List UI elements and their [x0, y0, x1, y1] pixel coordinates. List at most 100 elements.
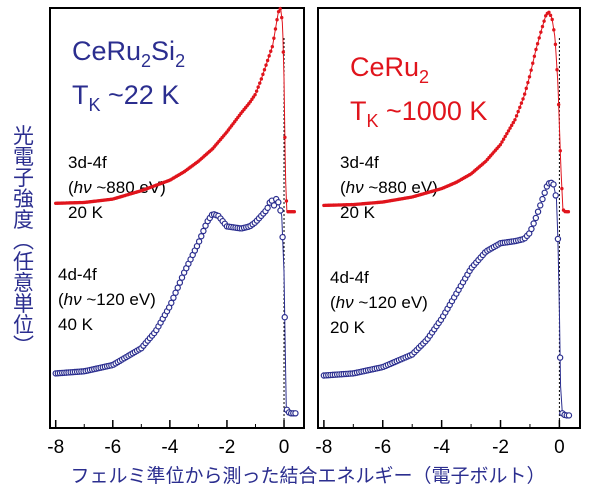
- data-point: [516, 109, 520, 114]
- data-point: [554, 235, 562, 243]
- data-point: [556, 102, 561, 107]
- data-point: [514, 114, 519, 118]
- data-point: [556, 354, 564, 361]
- label-4d-right-line1: 4d-4f: [330, 268, 369, 287]
- data-point: [172, 289, 179, 296]
- label-3d-left-line1: 3d-4f: [68, 153, 107, 172]
- data-point: [267, 54, 271, 58]
- data-point: [284, 199, 289, 203]
- panel-right: [317, 7, 581, 429]
- data-point: [259, 77, 264, 81]
- data-point: [275, 199, 282, 206]
- data-point: [535, 42, 540, 46]
- data-point: [521, 97, 525, 101]
- data-point: [501, 137, 506, 141]
- label-4d-right-line2: (hν ~120 eV): [330, 293, 428, 312]
- data-point: [508, 126, 512, 130]
- kondo-temp-left: TK ~22 K: [72, 80, 179, 115]
- x-tick-label: -8: [47, 437, 64, 458]
- data-point: [555, 68, 559, 72]
- label-4d-right-line3: 20 K: [330, 318, 366, 337]
- label-4d-left-line3: 40 K: [58, 315, 94, 334]
- data-point: [281, 314, 288, 321]
- data-point: [565, 412, 573, 419]
- x-tick-label: -2: [218, 437, 235, 458]
- data-point: [265, 58, 270, 63]
- data-point: [176, 279, 184, 286]
- data-point: [292, 410, 299, 417]
- data-point: [550, 181, 557, 188]
- data-point: [258, 81, 262, 85]
- x-tick-label: -8: [315, 437, 332, 458]
- data-point: [519, 101, 524, 105]
- material-title-left: CeRu2Si2: [72, 36, 185, 71]
- data-point: [281, 50, 286, 54]
- x-tick-label: -6: [374, 437, 391, 458]
- data-point: [534, 208, 542, 215]
- x-tick-label: 0: [554, 437, 565, 458]
- y-axis-label: 光電子強度（任意単位）: [11, 125, 35, 356]
- x-tick-label: -4: [161, 437, 178, 458]
- data-point: [254, 89, 259, 93]
- data-point: [524, 86, 528, 91]
- data-point: [553, 42, 558, 47]
- data-point: [506, 129, 511, 133]
- data-point: [279, 233, 286, 241]
- data-point: [256, 85, 260, 89]
- data-point: [270, 202, 278, 209]
- data-point: [505, 131, 509, 136]
- data-point: [548, 13, 553, 18]
- data-point: [537, 202, 544, 209]
- x-tick-label: -6: [104, 437, 121, 458]
- data-point: [195, 238, 203, 245]
- data-point: [532, 214, 540, 222]
- data-point: [253, 93, 257, 97]
- data-point: [539, 195, 546, 203]
- data-point: [269, 49, 273, 53]
- data-point: [264, 204, 271, 212]
- data-point: [513, 118, 517, 122]
- data-point: [272, 36, 276, 40]
- data-point: [270, 44, 275, 49]
- plot-frame-right: [317, 7, 581, 429]
- material-title-right: CeRu2: [350, 52, 429, 87]
- data-point: [503, 134, 507, 139]
- data-point: [550, 17, 554, 22]
- data-point: [178, 274, 186, 281]
- x-tick-label: -2: [492, 437, 509, 458]
- data-point: [531, 61, 535, 65]
- data-point: [170, 294, 177, 301]
- data-point: [518, 105, 522, 110]
- data-point: [566, 210, 571, 214]
- x-tick-label: 0: [279, 437, 290, 458]
- data-point: [539, 30, 543, 34]
- label-3d-right-line2: (hν ~880 eV): [340, 178, 438, 197]
- data-marks: [52, 6, 573, 428]
- data-point: [275, 18, 279, 22]
- data-point: [292, 210, 296, 214]
- data-point: [174, 284, 181, 291]
- data-point: [283, 135, 287, 140]
- label-4d-left-line2: (hν ~120 eV): [58, 290, 156, 309]
- label-3d-right: 3d-4f (hν ~880 eV) 20 K: [340, 153, 438, 222]
- data-point: [552, 28, 556, 32]
- data-point: [278, 7, 282, 11]
- data-point: [168, 299, 175, 307]
- data-point: [526, 80, 530, 85]
- data-point: [529, 68, 533, 72]
- label-3d-left: 3d-4f (hν ~880 eV) 20 K: [68, 153, 166, 222]
- data-point: [527, 75, 532, 79]
- data-point: [498, 142, 503, 147]
- label-3d-right-line1: 3d-4f: [340, 153, 379, 172]
- data-point: [552, 192, 559, 199]
- data-point: [277, 207, 284, 214]
- data-point: [560, 186, 564, 191]
- data-point: [500, 140, 504, 144]
- data-point: [200, 227, 207, 235]
- data-point: [264, 63, 268, 67]
- data-point: [540, 24, 545, 29]
- label-4d-left: 4d-4f (hν ~120 eV) 40 K: [58, 265, 156, 334]
- data-point: [198, 232, 205, 240]
- data-point: [276, 9, 281, 14]
